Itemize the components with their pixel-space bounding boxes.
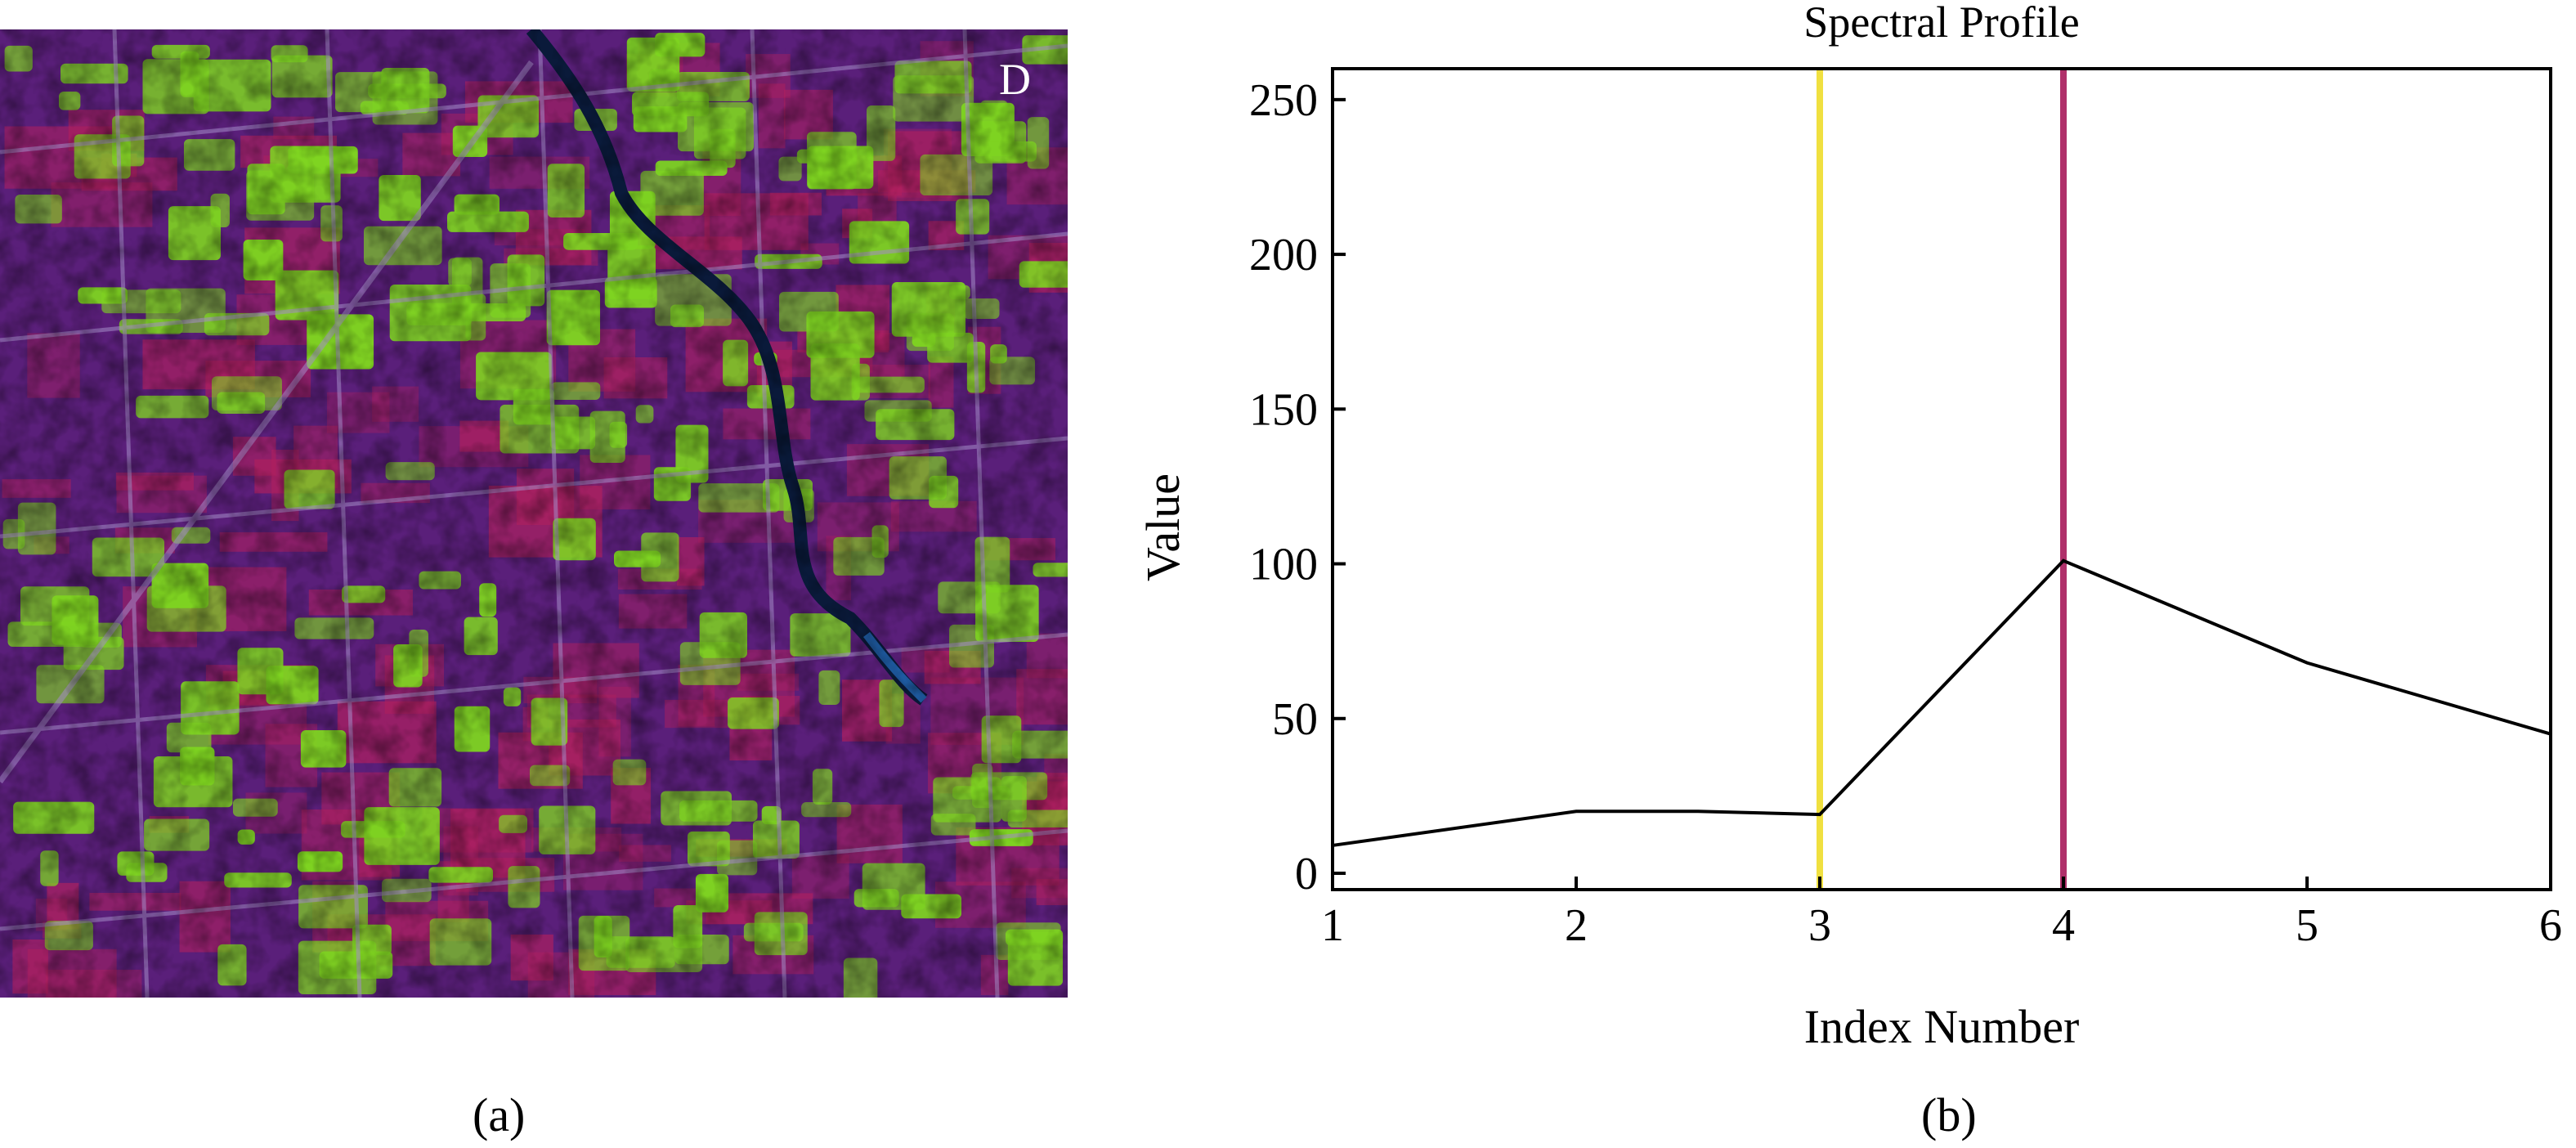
spectral-profile-chart: Spectral Profile Index Number Value 1 2 3 4… [1079,0,2576,1079]
plot-frame [1331,67,2552,891]
x-tick-label: 1 [1321,900,1344,951]
y-tick-label: 250 [1249,75,1318,126]
chart-title: Spectral Profile [1803,0,2079,47]
x-axis-label: Index Number [1804,1000,2080,1053]
satellite-image-panel: D [0,29,1068,998]
satellite-image [0,29,1068,998]
y-tick-label: 100 [1249,540,1318,590]
y-axis-label: Value [1136,473,1189,581]
chart-canvas: Spectral Profile Index Number Value 1 2 3 4… [1136,0,2562,1053]
y-tick-label: 0 [1295,849,1318,899]
axis-ticks: 1 2 3 4 5 6 0 50 100 150 200 250 [1249,75,2562,951]
x-tick-label: 4 [2052,900,2075,951]
series-layer [1332,558,2551,847]
y-tick-label: 50 [1272,694,1318,745]
y-tick-label: 150 [1249,384,1318,435]
caption-a: (a) [473,1088,526,1141]
x-tick-label: 6 [2539,900,2562,951]
x-tick-label: 5 [2296,900,2318,951]
x-tick-label: 2 [1565,900,1588,951]
band-markers [1817,69,2067,890]
panel-letter: D [999,55,1031,104]
x-tick-label: 3 [1808,900,1831,951]
series-line-1 [1332,558,2551,847]
y-tick-label: 200 [1249,230,1318,280]
caption-b: (b) [1921,1088,1977,1141]
